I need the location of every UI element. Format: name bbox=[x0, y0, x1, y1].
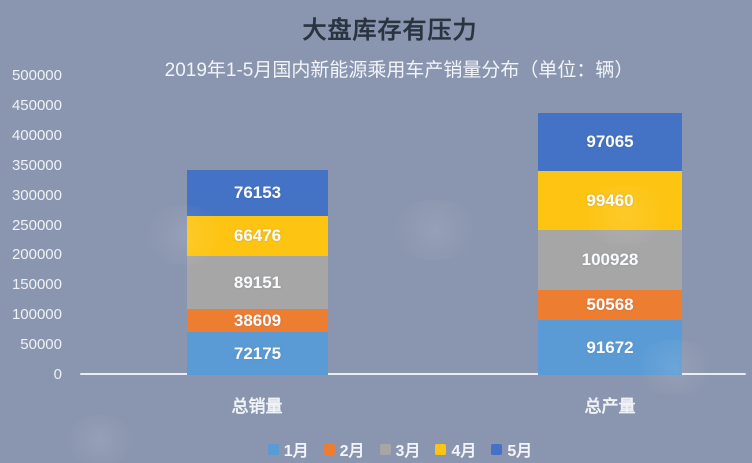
legend-swatch-icon bbox=[435, 443, 447, 455]
watermark-blob bbox=[385, 200, 485, 260]
y-axis-tick-label: 250000 bbox=[11, 216, 62, 234]
segment-value-label: 100928 bbox=[581, 250, 639, 269]
y-axis-tick-label: 100000 bbox=[11, 306, 62, 324]
y-axis-tick-label: 500000 bbox=[11, 67, 62, 84]
bar-segment-1月: 72175 bbox=[187, 332, 328, 375]
y-axis-tick-label: 300000 bbox=[11, 186, 62, 204]
segment-value-label: 89151 bbox=[233, 272, 282, 292]
bar-segment-3月: 89151 bbox=[187, 256, 328, 309]
legend-swatch-icon bbox=[379, 443, 391, 455]
segment-value-label: 97065 bbox=[586, 132, 634, 151]
bar-segment-2月: 38609 bbox=[187, 309, 328, 332]
segment-value-label: 91672 bbox=[586, 337, 634, 357]
legend-label: 2月 bbox=[339, 443, 365, 460]
legend-item-3月: 3月 bbox=[379, 437, 421, 461]
bar-stack-sales: 72175 38609 89151 66476 76153 bbox=[187, 170, 328, 375]
y-axis-tick-label: 350000 bbox=[11, 156, 62, 174]
segment-value-label: 50568 bbox=[586, 295, 634, 314]
bar-segment-2月: 50568 bbox=[538, 290, 682, 320]
legend-label: 5月 bbox=[507, 443, 533, 460]
bar-segment-1月: 91672 bbox=[538, 320, 682, 375]
category-label: 总销量 bbox=[231, 397, 283, 416]
segment-value-label: 72175 bbox=[233, 343, 282, 363]
bar-segment-5月: 97065 bbox=[538, 113, 682, 171]
y-axis-tick-label: 0 bbox=[53, 366, 62, 383]
legend-swatch-icon bbox=[267, 443, 279, 455]
legend-item-4月: 4月 bbox=[435, 437, 476, 461]
legend-item-2月: 2月 bbox=[323, 437, 365, 461]
bar-segment-3月: 100928 bbox=[538, 230, 682, 290]
x-axis-line bbox=[80, 373, 746, 375]
legend-label: 4月 bbox=[451, 443, 477, 460]
legend-swatch-icon bbox=[323, 443, 335, 455]
y-axis-tick-label: 50000 bbox=[20, 336, 62, 354]
y-axis-tick-label: 200000 bbox=[11, 246, 62, 264]
legend: 1月 2月 3月 4月 5月 bbox=[0, 437, 752, 461]
legend-swatch-icon bbox=[491, 443, 503, 455]
legend-label: 1月 bbox=[283, 443, 309, 460]
segment-value-label: 76153 bbox=[233, 183, 282, 202]
category-label: 总产量 bbox=[584, 397, 636, 416]
legend-label: 3月 bbox=[395, 443, 421, 460]
segment-value-label: 38609 bbox=[233, 310, 282, 330]
bar-segment-5月: 76153 bbox=[187, 170, 328, 216]
chart-subtitle: 2019年1-5月国内新能源乘用车产销量分布（单位：辆） bbox=[164, 60, 634, 81]
bar-segment-4月: 66476 bbox=[187, 216, 328, 256]
segment-value-label: 99460 bbox=[586, 190, 634, 210]
y-axis-tick-label: 150000 bbox=[11, 276, 62, 294]
y-axis-tick-label: 450000 bbox=[11, 96, 62, 114]
segment-value-label: 66476 bbox=[233, 226, 282, 245]
y-axis-tick-label: 400000 bbox=[11, 126, 62, 144]
bar-segment-4月: 99460 bbox=[538, 171, 682, 230]
bar-stack-production: 91672 50568 100928 99460 97065 bbox=[538, 113, 682, 375]
legend-item-1月: 1月 bbox=[267, 437, 309, 461]
chart-title: 大盘库存有压力 bbox=[302, 17, 478, 44]
legend-item-5月: 5月 bbox=[491, 437, 532, 461]
